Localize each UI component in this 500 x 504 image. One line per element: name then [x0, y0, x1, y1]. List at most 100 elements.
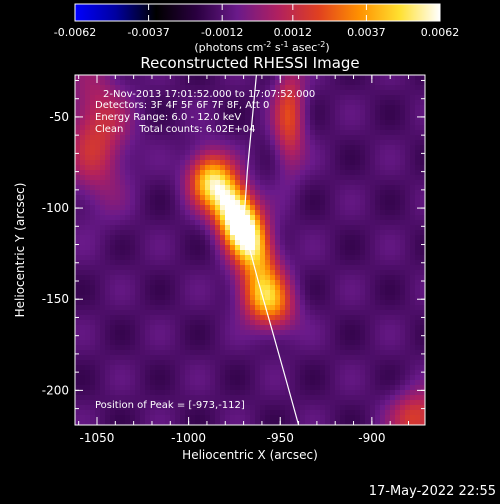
- heatmap-pixel: [230, 170, 236, 176]
- heatmap-pixel: [200, 195, 206, 201]
- heatmap-pixel: [180, 370, 186, 376]
- heatmap-pixel: [260, 260, 266, 266]
- heatmap-pixel: [165, 135, 171, 141]
- heatmap-pixel: [415, 255, 421, 261]
- heatmap-pixel: [285, 105, 291, 111]
- heatmap-pixel: [260, 415, 266, 421]
- heatmap-pixel: [365, 330, 371, 336]
- heatmap-pixel: [415, 225, 421, 231]
- heatmap-pixel: [310, 365, 316, 371]
- heatmap-pixel: [280, 115, 286, 121]
- heatmap-pixel: [315, 385, 321, 391]
- heatmap-pixel: [140, 390, 146, 396]
- heatmap-pixel: [400, 295, 406, 301]
- heatmap-pixel: [345, 345, 351, 351]
- heatmap-pixel: [365, 230, 371, 236]
- heatmap-pixel: [385, 310, 391, 316]
- heatmap-pixel: [170, 160, 176, 166]
- heatmap-pixel: [380, 245, 386, 251]
- heatmap-pixel: [125, 290, 131, 296]
- heatmap-pixel: [185, 175, 191, 181]
- heatmap-pixel: [340, 235, 346, 241]
- heatmap-pixel: [310, 305, 316, 311]
- heatmap-pixel: [125, 260, 131, 266]
- heatmap-pixel: [80, 150, 86, 156]
- heatmap-pixel: [335, 135, 341, 141]
- heatmap-pixel: [125, 340, 131, 346]
- heatmap-pixel: [315, 145, 321, 151]
- heatmap-pixel: [285, 265, 291, 271]
- heatmap-pixel: [320, 285, 326, 291]
- heatmap-pixel: [175, 205, 181, 211]
- heatmap-pixel: [350, 125, 356, 131]
- heatmap-pixel: [85, 90, 91, 96]
- heatmap-pixel: [390, 115, 396, 121]
- heatmap-pixel: [360, 380, 366, 386]
- heatmap-pixel: [205, 140, 211, 146]
- heatmap-pixel: [325, 160, 331, 166]
- heatmap-pixel: [170, 150, 176, 156]
- heatmap-pixel: [395, 255, 401, 261]
- heatmap-pixel: [370, 100, 376, 106]
- heatmap-pixel: [410, 75, 416, 81]
- heatmap-pixel: [120, 140, 126, 146]
- heatmap-pixel: [355, 355, 361, 361]
- heatmap-pixel: [320, 190, 326, 196]
- heatmap-pixel: [100, 195, 106, 201]
- heatmap-pixel: [410, 160, 416, 166]
- heatmap-pixel: [85, 240, 91, 246]
- heatmap-pixel: [320, 290, 326, 296]
- heatmap-pixel: [345, 300, 351, 306]
- heatmap-pixel: [95, 85, 101, 91]
- heatmap-pixel: [165, 325, 171, 331]
- heatmap-pixel: [75, 330, 81, 336]
- heatmap-pixel: [90, 240, 96, 246]
- heatmap-pixel: [350, 120, 356, 126]
- heatmap-pixel: [125, 375, 131, 381]
- heatmap-pixel: [225, 345, 231, 351]
- heatmap-pixel: [110, 295, 116, 301]
- heatmap-pixel: [410, 335, 416, 341]
- heatmap-pixel: [265, 300, 271, 306]
- heatmap-pixel: [290, 110, 296, 116]
- heatmap-pixel: [310, 245, 316, 251]
- heatmap-pixel: [125, 325, 131, 331]
- heatmap-pixel: [125, 255, 131, 261]
- heatmap-pixel: [165, 380, 171, 386]
- heatmap-pixel: [175, 375, 181, 381]
- heatmap-pixel: [270, 120, 276, 126]
- heatmap-pixel: [300, 215, 306, 221]
- heatmap-pixel: [300, 175, 306, 181]
- heatmap-pixel: [380, 255, 386, 261]
- heatmap-pixel: [130, 245, 136, 251]
- heatmap-pixel: [270, 140, 276, 146]
- heatmap-pixel: [115, 300, 121, 306]
- heatmap-pixel: [285, 275, 291, 281]
- heatmap-pixel: [295, 270, 301, 276]
- heatmap-pixel: [305, 315, 311, 321]
- heatmap-pixel: [290, 235, 296, 241]
- heatmap-pixel: [295, 195, 301, 201]
- heatmap-pixel: [280, 165, 286, 171]
- heatmap-pixel: [280, 415, 286, 421]
- heatmap-pixel: [395, 380, 401, 386]
- heatmap-pixel: [185, 355, 191, 361]
- heatmap-pixel: [300, 230, 306, 236]
- heatmap-pixel: [75, 125, 81, 131]
- heatmap-pixel: [345, 295, 351, 301]
- heatmap-pixel: [400, 205, 406, 211]
- heatmap-pixel: [410, 215, 416, 221]
- heatmap-pixel: [210, 305, 216, 311]
- heatmap-pixel: [95, 160, 101, 166]
- heatmap-pixel: [280, 205, 286, 211]
- heatmap-pixel: [260, 250, 266, 256]
- heatmap-pixel: [190, 300, 196, 306]
- heatmap-pixel: [115, 245, 121, 251]
- heatmap-pixel: [105, 375, 111, 381]
- heatmap-pixel: [400, 360, 406, 366]
- heatmap-pixel: [245, 255, 251, 261]
- heatmap-pixel: [355, 170, 361, 176]
- heatmap-pixel: [335, 95, 341, 101]
- heatmap-pixel: [380, 100, 386, 106]
